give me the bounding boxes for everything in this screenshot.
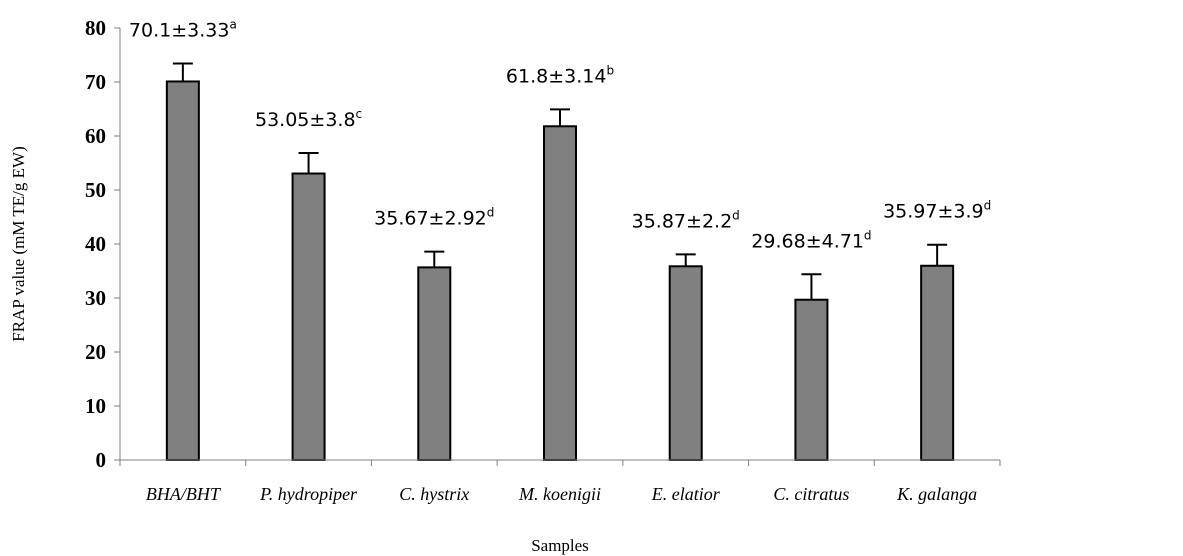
- y-tick-label: 20: [85, 340, 106, 364]
- x-axis-title: Samples: [531, 536, 589, 555]
- x-axis-categories: BHA/BHT P. hydropiper C. hystrix M. koenigi…: [146, 484, 977, 504]
- significance-letter: d: [732, 208, 740, 222]
- bar: [291, 172, 326, 461]
- data-label: 35.67±2.92d: [374, 206, 494, 230]
- data-label: 29.68±4.71d: [751, 228, 871, 252]
- x-category-label: BHA/BHT: [146, 484, 222, 504]
- x-category-label: P. hydropiper: [259, 484, 358, 504]
- y-axis-title: FRAP value (mM TE/g EW): [9, 146, 28, 341]
- bars: [165, 80, 955, 462]
- y-tick-label: 60: [85, 124, 106, 148]
- significance-letter: d: [984, 199, 992, 213]
- significance-letter: d: [864, 228, 872, 242]
- x-category-label: M. koenigii: [518, 484, 601, 504]
- error-bars: [172, 62, 948, 300]
- bar: [543, 125, 577, 461]
- data-label: 70.1±3.33a: [129, 17, 237, 41]
- bar: [668, 265, 703, 461]
- y-axis-ticks: 0 10 20 30 40 50 60 70 80: [85, 16, 1001, 472]
- x-category-label: E. elatior: [651, 484, 721, 504]
- significance-letter: b: [606, 63, 614, 77]
- bar: [165, 80, 200, 462]
- y-tick-label: 10: [85, 394, 106, 418]
- y-tick-label: 50: [85, 178, 106, 202]
- y-tick-label: 0: [96, 448, 107, 472]
- data-label: 35.97±3.9d: [883, 199, 991, 223]
- bar: [794, 298, 829, 461]
- data-labels: 70.1±3.33a 53.05±3.8c 35.67±2.92d 61.8±3.14…: [129, 17, 991, 252]
- significance-letter: d: [487, 206, 495, 220]
- y-tick-label: 40: [85, 232, 106, 256]
- data-label: 35.87±2.2d: [632, 208, 740, 232]
- y-tick-label: 70: [85, 70, 106, 94]
- y-tick-label: 80: [85, 16, 106, 40]
- bar: [417, 266, 452, 461]
- x-category-label: K. galanga: [896, 484, 977, 504]
- x-category-label: C. hystrix: [399, 484, 469, 504]
- bar: [920, 264, 955, 461]
- significance-letter: c: [356, 107, 363, 121]
- data-label: 61.8±3.14b: [506, 63, 614, 87]
- data-label: 53.05±3.8c: [255, 107, 362, 131]
- significance-letter: a: [229, 17, 236, 31]
- x-category-label: C. citratus: [773, 484, 849, 504]
- y-tick-label: 30: [85, 286, 106, 310]
